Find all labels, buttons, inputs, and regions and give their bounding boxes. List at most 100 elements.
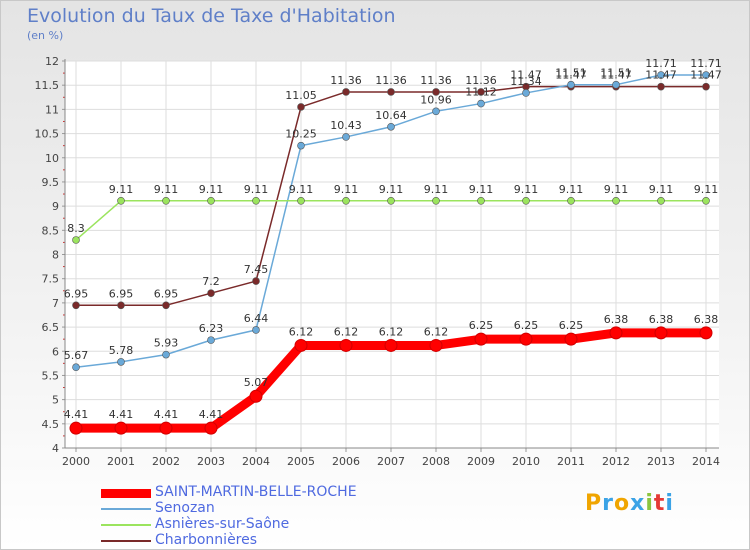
data-point [657, 197, 665, 205]
x-tick-label: 2002 [152, 455, 180, 468]
data-label: 6.23 [199, 322, 224, 335]
y-tick-label: 5.5 [42, 369, 60, 382]
data-point [297, 141, 305, 150]
data-point [297, 103, 305, 111]
data-label: 11.47 [600, 69, 632, 82]
logo-letter: i [665, 491, 674, 516]
y-tick-label: 11.5 [35, 79, 60, 92]
data-point [519, 332, 533, 346]
data-label: 11.71 [645, 57, 677, 70]
data-label: 9.11 [334, 183, 359, 196]
y-tick-label: 9 [52, 200, 59, 213]
unit-label: (en %) [27, 29, 64, 42]
data-label: 4.41 [109, 408, 134, 421]
data-point [702, 197, 710, 205]
data-label: 11.36 [330, 74, 362, 87]
data-label: 10.25 [285, 128, 317, 141]
data-label: 11.12 [465, 86, 497, 99]
data-label: 11.47 [645, 69, 677, 82]
data-point [297, 197, 305, 205]
data-point [114, 421, 128, 435]
x-tick-label: 2009 [467, 455, 495, 468]
y-tick-label: 4.5 [42, 418, 60, 431]
data-label: 9.11 [244, 183, 269, 196]
y-tick-label: 10 [45, 152, 59, 165]
data-label: 4.41 [64, 408, 89, 421]
chart-title: Evolution du Taux de Taxe d'Habitation [27, 5, 396, 27]
y-tick-label: 4 [52, 442, 59, 455]
y-tick-label: 6 [52, 345, 59, 358]
data-point [207, 197, 215, 205]
data-point [342, 197, 350, 205]
data-point [432, 197, 440, 205]
data-label: 6.12 [334, 325, 359, 338]
data-point [117, 358, 125, 366]
data-point [294, 338, 308, 352]
y-tick-label: 7 [52, 297, 59, 310]
logo-letter: i [645, 491, 654, 516]
x-tick-label: 2012 [602, 455, 630, 468]
data-point [699, 326, 713, 340]
x-tick-label: 2001 [107, 455, 135, 468]
data-label: 6.25 [559, 319, 584, 332]
x-tick-label: 2003 [197, 455, 225, 468]
data-point [162, 197, 170, 205]
data-label: 9.11 [694, 183, 719, 196]
data-label: 8.3 [67, 222, 85, 235]
data-label: 11.47 [555, 69, 587, 82]
data-point [522, 89, 530, 97]
data-point [387, 122, 395, 131]
data-point [249, 389, 263, 403]
data-label: 9.11 [469, 183, 494, 196]
data-label: 11.36 [375, 74, 407, 87]
data-label: 9.11 [514, 183, 539, 196]
data-label: 10.96 [420, 93, 452, 106]
y-tick-label: 8.5 [42, 224, 60, 237]
legend-swatch [101, 508, 151, 510]
data-point [387, 197, 395, 205]
data-label: 9.11 [649, 183, 674, 196]
data-point [612, 197, 620, 205]
data-point [117, 301, 125, 310]
data-label: 9.11 [199, 183, 224, 196]
data-point [522, 197, 530, 205]
data-point [162, 350, 170, 359]
data-point [657, 71, 665, 79]
data-point [252, 197, 260, 205]
legend-label: Asnières-sur-Saône [155, 516, 290, 532]
data-label: 11.47 [690, 69, 722, 82]
x-tick-label: 2010 [512, 455, 540, 468]
data-label: 11.47 [510, 69, 542, 82]
x-tick-label: 2005 [287, 455, 315, 468]
data-label: 11.71 [690, 57, 722, 70]
data-point [654, 326, 668, 340]
data-label: 11.51 [600, 67, 632, 80]
data-point [474, 332, 488, 346]
data-point [72, 236, 80, 244]
x-tick-label: 2013 [647, 455, 675, 468]
data-point [657, 82, 665, 91]
data-label: 6.95 [109, 287, 134, 300]
data-label: 5.67 [64, 349, 89, 362]
data-point [69, 421, 83, 435]
data-label: 9.11 [289, 183, 314, 196]
data-point [609, 326, 623, 340]
data-label: 7.2 [202, 275, 220, 288]
data-label: 11.34 [510, 75, 542, 88]
data-label: 4.41 [199, 408, 224, 421]
y-tick-label: 9.5 [42, 176, 60, 189]
logo-letter: x [630, 491, 646, 516]
data-point [429, 338, 443, 352]
data-label: 6.44 [244, 312, 269, 325]
data-point [72, 363, 80, 372]
data-point [162, 301, 170, 310]
data-point [207, 289, 215, 298]
logo-letter: t [653, 491, 666, 516]
data-label: 6.38 [649, 313, 674, 326]
data-point [477, 88, 485, 96]
legend-swatch [101, 540, 151, 542]
y-tick-label: 6.5 [42, 321, 60, 334]
x-tick-label: 2004 [242, 455, 270, 468]
